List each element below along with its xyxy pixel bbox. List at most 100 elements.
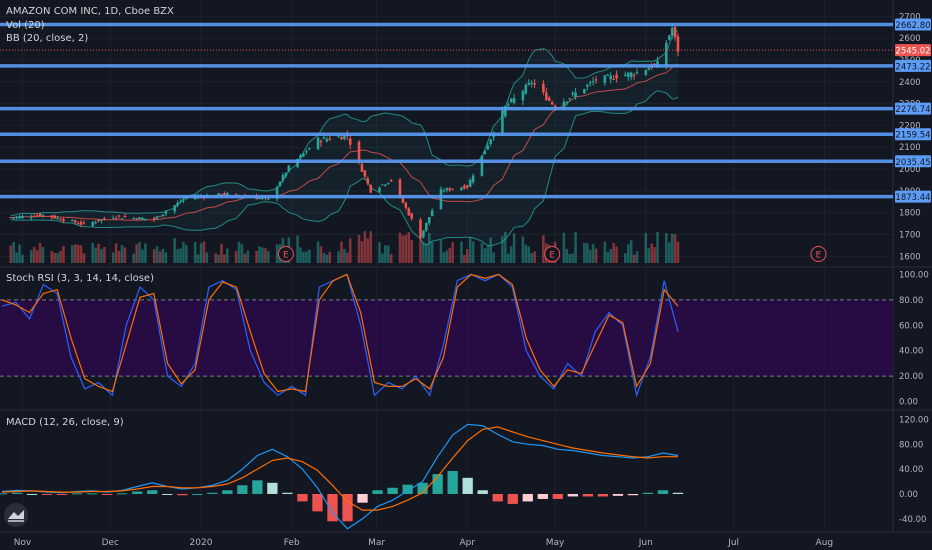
horizontal-levels (0, 22, 893, 199)
volume-bar (533, 251, 536, 263)
candle (509, 97, 513, 103)
volume-bar (299, 247, 302, 263)
candle-body (404, 202, 408, 208)
candle (50, 215, 54, 220)
volume-bar (504, 231, 507, 263)
candle-body (410, 213, 413, 219)
stoch-tick-label: 0.00 (899, 398, 918, 408)
candle-body (389, 180, 393, 182)
level-price-tag (895, 18, 931, 31)
candle (670, 23, 674, 40)
candle (460, 186, 463, 191)
candle (32, 213, 36, 218)
volume-bar (337, 251, 340, 263)
candle-body (530, 82, 533, 84)
volume-bar (571, 253, 574, 263)
volume-bar (322, 253, 326, 263)
candle (609, 72, 612, 84)
symbol-legend[interactable]: AMAZON COM INC, 1D, Cboe BZX (6, 6, 174, 17)
macd-histogram-bar (56, 493, 68, 495)
candle (624, 71, 627, 77)
candle (179, 199, 182, 203)
candle (73, 219, 77, 224)
volume-legend[interactable]: Vol (20) (6, 20, 45, 31)
candle (302, 153, 305, 158)
candle (135, 217, 138, 221)
price-tick-label: 2600 (899, 34, 921, 44)
volume-bar (369, 231, 372, 263)
candle (29, 214, 33, 221)
volume-bar (328, 252, 332, 263)
macd-line (1, 423, 679, 530)
candle-body (468, 179, 472, 187)
volume-bar (460, 241, 463, 263)
candle-body (501, 110, 504, 133)
candle-body (489, 139, 492, 145)
candle-body (407, 208, 411, 216)
candle (676, 33, 680, 57)
candle-body (676, 36, 680, 52)
volume-bar (676, 241, 680, 263)
volume-bar (199, 243, 203, 263)
volume-bar (193, 241, 197, 263)
candle-body (343, 135, 346, 139)
candle (427, 216, 431, 226)
candle (603, 74, 607, 86)
candle (97, 219, 100, 223)
candle (316, 136, 320, 151)
macd-histogram-bar (117, 493, 128, 495)
candle (278, 181, 282, 187)
candle (483, 150, 487, 155)
candle (612, 75, 615, 81)
candle-body (533, 83, 536, 85)
level-price-label: 2159.54 (895, 131, 930, 141)
bb-legend[interactable]: BB (20, close, 2) (6, 33, 89, 44)
candle-body (603, 75, 607, 83)
candle (308, 147, 311, 150)
volume-bar (422, 241, 425, 263)
last-price-tag (895, 44, 931, 57)
stoch-tick-label: 80.00 (899, 296, 923, 306)
candle-body (308, 148, 311, 150)
macd-histogram-bar (537, 493, 548, 499)
candle (398, 178, 402, 198)
candle (463, 183, 466, 190)
earnings-marker (544, 246, 561, 262)
candle (410, 212, 413, 221)
macd-tick-label: 40.00 (899, 465, 923, 475)
candle (407, 207, 411, 216)
x-tick-label: Jun (638, 538, 653, 548)
candle-body (632, 74, 636, 76)
volume-bar (644, 232, 648, 263)
candle-body (18, 216, 21, 219)
stoch-legend[interactable]: Stoch RSI (3, 3, 14, 14, close) (6, 273, 154, 284)
macd-legend[interactable]: MACD (12, 26, close, 9) (6, 417, 124, 428)
volume-bar (407, 232, 411, 263)
volume-bar (360, 241, 364, 263)
candle (480, 155, 484, 177)
volume-bar (182, 241, 185, 263)
candle (545, 87, 548, 101)
volume-bar (667, 242, 671, 263)
volume-bar (202, 241, 206, 263)
volume-bar (152, 249, 156, 263)
candle (369, 184, 372, 194)
candle-body (562, 101, 566, 110)
candle (56, 215, 59, 220)
candle (9, 216, 13, 219)
candle (489, 138, 492, 147)
candle-body (287, 165, 291, 172)
level-price-label: 1873.44 (895, 193, 930, 203)
tradingview-logo-icon[interactable] (4, 503, 28, 527)
volume-bar (76, 244, 80, 263)
candle-body (138, 217, 141, 220)
candle-body (284, 172, 288, 177)
volume-bar (463, 254, 466, 263)
volume-bar (141, 249, 144, 263)
candle-body (419, 219, 422, 239)
candle (667, 34, 671, 41)
macd-pane (0, 423, 684, 530)
volume-bar (135, 244, 138, 263)
candle-body (53, 215, 56, 219)
volume-bar (59, 250, 62, 263)
